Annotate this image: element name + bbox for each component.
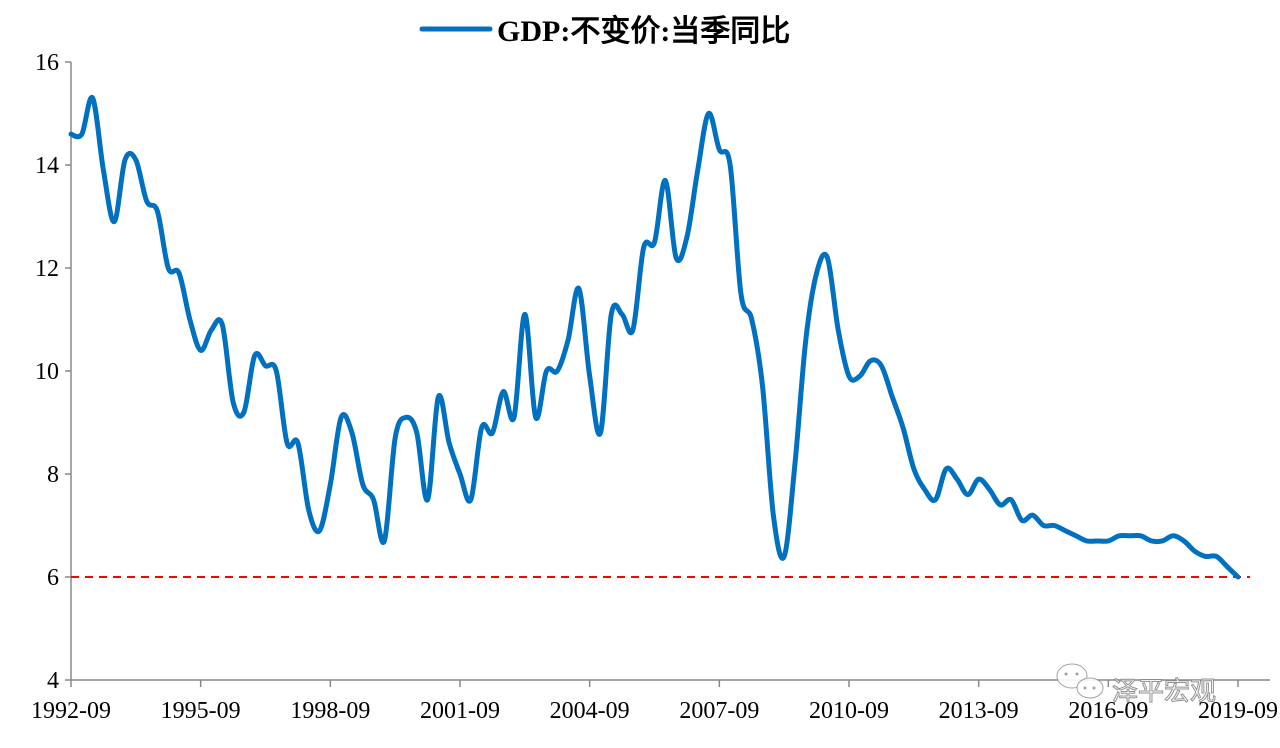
y-tick-label: 14 (35, 153, 59, 179)
x-tick-label: 2013-09 (939, 698, 1019, 724)
legend: GDP:不变价:当季同比 (419, 14, 790, 48)
x-tick-label: 1995-09 (161, 698, 241, 724)
watermark: 泽平宏观 (1056, 663, 1217, 708)
x-tick-label: 2010-09 (809, 698, 889, 724)
y-tick-label: 10 (35, 359, 59, 385)
x-tick-label: 2004-09 (550, 698, 630, 724)
x-tick-label: 2016-09 (1068, 698, 1148, 724)
series-line-gdp (68, 95, 1241, 580)
x-tick-label: 2019-09 (1198, 698, 1278, 724)
axes: 4 6 8 10 12 14 16 1992-09 1995-09 1998-09 2001-09 2… (31, 50, 1278, 724)
x-tick-label: 1992-09 (31, 698, 111, 724)
y-tick-label: 4 (47, 668, 59, 694)
x-tick-label: 2001-09 (420, 698, 500, 724)
y-tick-label: 12 (35, 256, 59, 282)
y-tick-label: 16 (35, 50, 59, 76)
watermark-text: 泽平宏观 (1112, 677, 1216, 707)
x-tick-label: 1998-09 (290, 698, 370, 724)
y-tick-label: 8 (47, 462, 59, 488)
legend-label: GDP:不变价:当季同比 (497, 14, 790, 48)
y-tick-label: 6 (47, 565, 59, 591)
x-tick-label: 2007-09 (679, 698, 759, 724)
wechat-icon (1056, 663, 1104, 699)
